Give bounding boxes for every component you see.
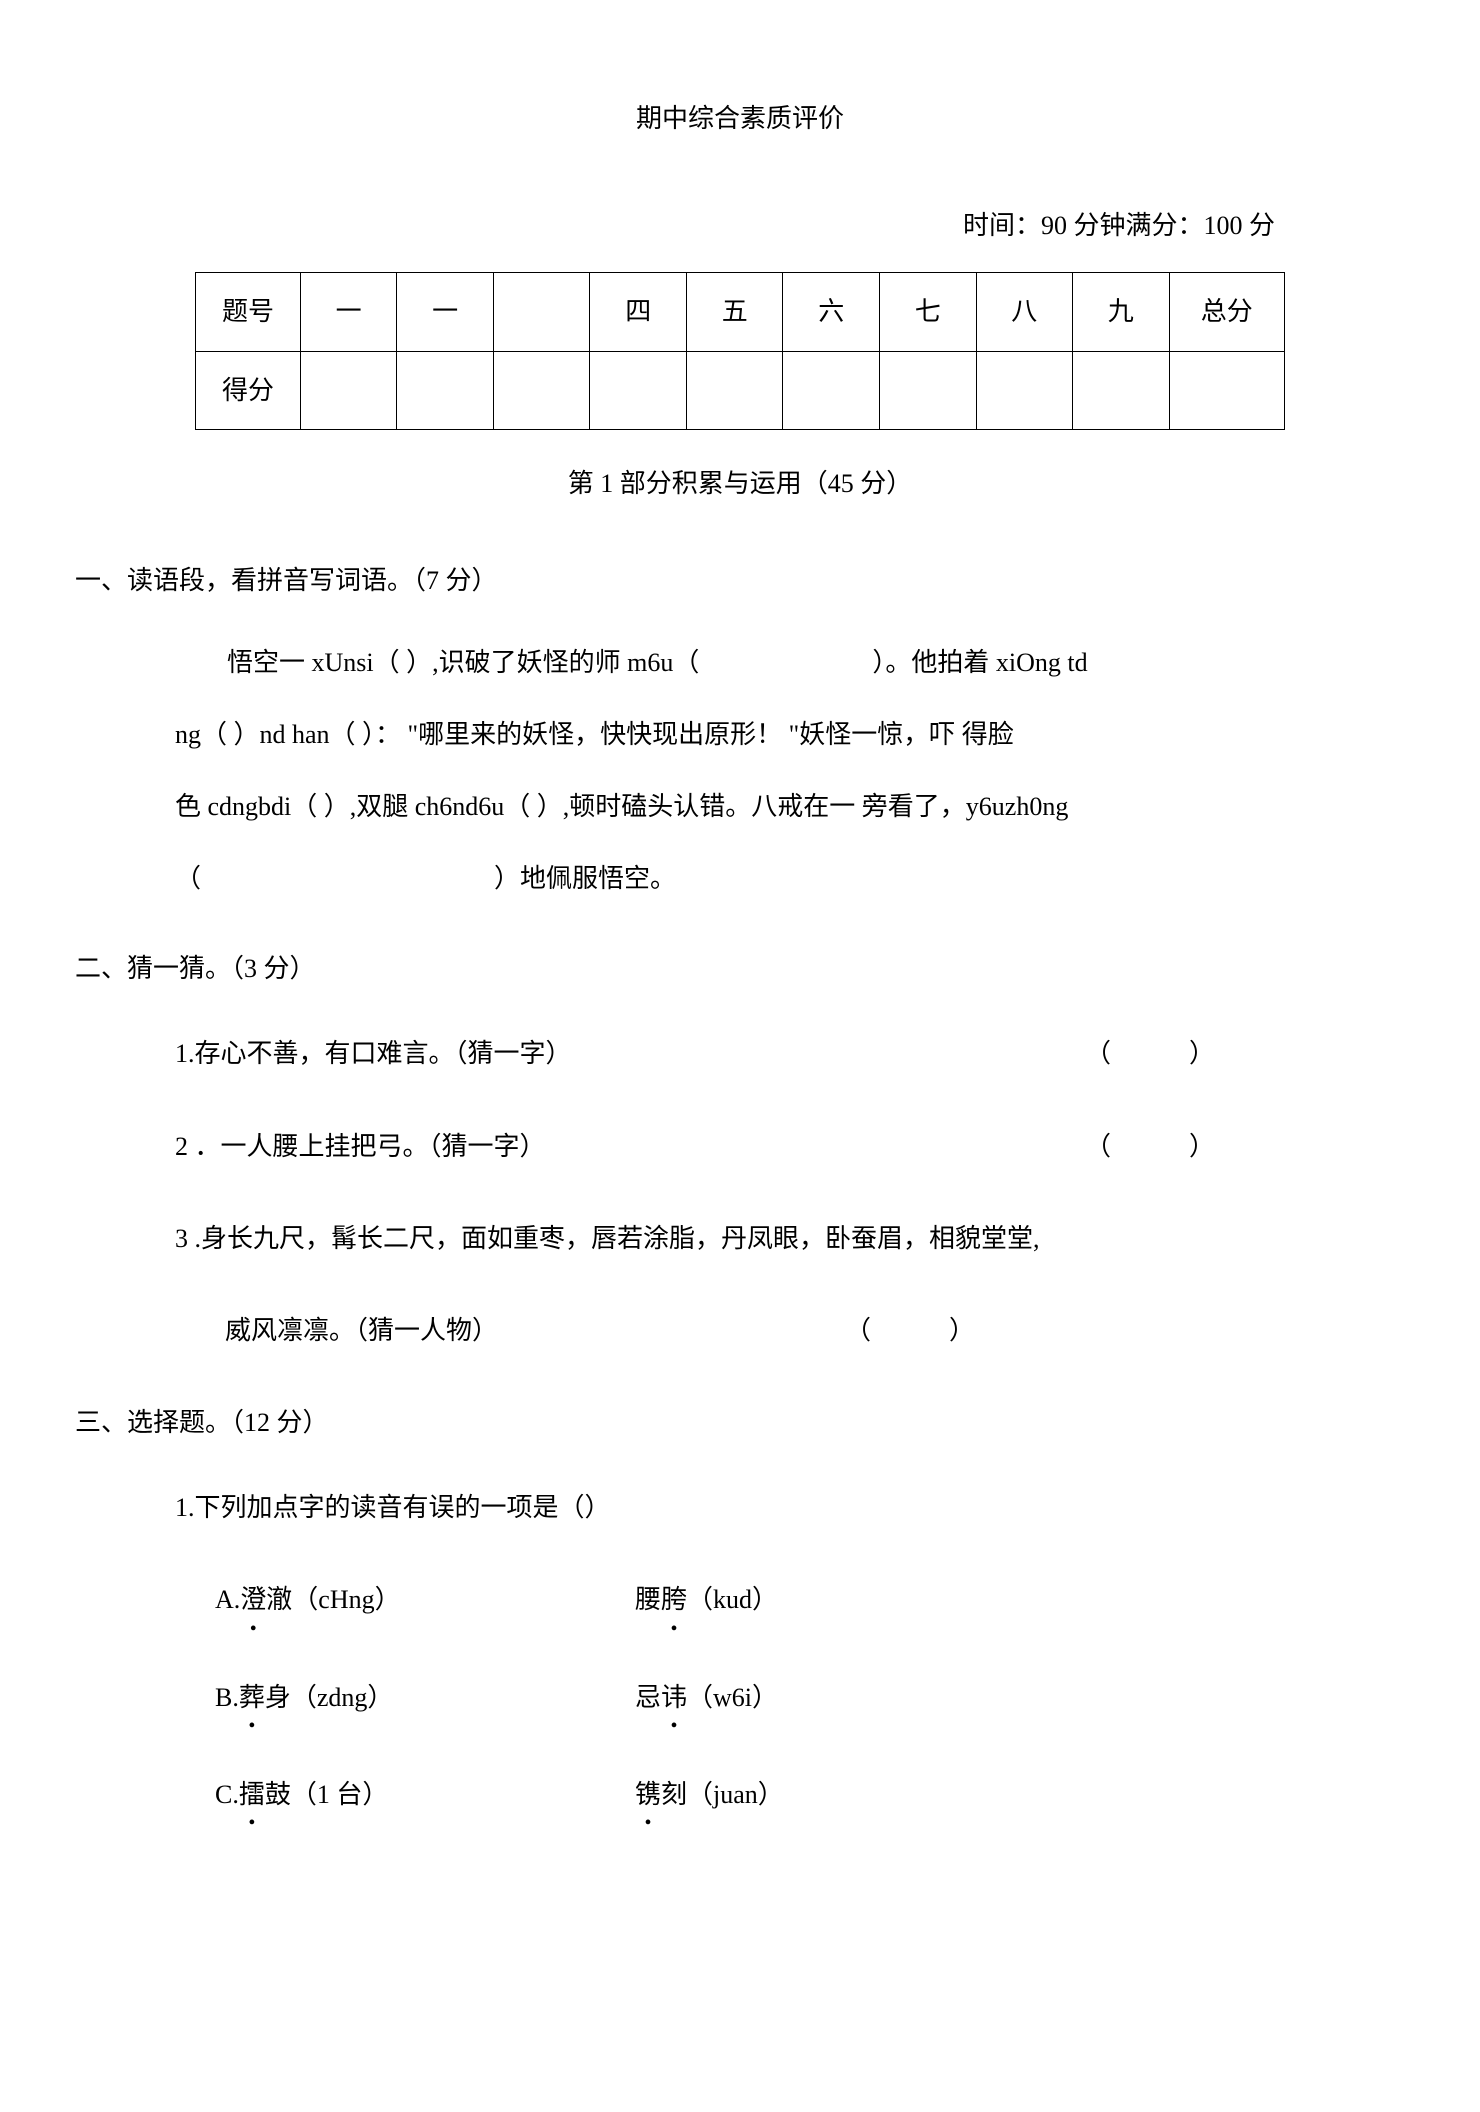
option-c: C.擂鼓（1 台） 镌刻（juan） [75,1766,1405,1823]
section-1-header: 一、读语段，看拼音写词语。（7 分） [75,552,1405,609]
option-label: A. [215,1585,240,1614]
score-cell[interactable] [686,351,783,429]
question-text: 1.存心不善，有口难言。（猜一字） [175,1025,572,1082]
option-text: 忌 [635,1683,661,1712]
row-label: 得分 [196,351,301,429]
option-a: A.澄澈（cHng） 腰胯（kud） [75,1571,1405,1628]
col-header [493,273,590,351]
score-cell[interactable] [300,351,397,429]
option-text: 腰 [635,1585,661,1614]
passage-text: （ [175,864,201,893]
option-text: 刻（juan） [661,1780,784,1809]
question-3-1: 1.下列加点字的读音有误的一项是（） [75,1479,1405,1536]
answer-paren[interactable]: （ ） [845,1302,975,1359]
score-cell[interactable] [1169,351,1284,429]
option-text: 身（zdng） [265,1683,394,1712]
score-cell[interactable] [397,351,494,429]
score-cell[interactable] [493,351,590,429]
question-2-1: 1.存心不善，有口难言。（猜一字） （ ） [75,1025,1405,1082]
dotted-char: 擂 [239,1766,265,1823]
question-text: 2 ．一人腰上挂把弓。（猜一字） [175,1118,546,1175]
question-text: 威风凛凛。（猜一人物） [225,1302,498,1359]
question-text: 3 .身长九尺，髯长二尺，面如重枣，唇若涂脂，丹凤眼，卧蚕眉，相貌堂堂, [175,1224,1040,1253]
document-title: 期中综合素质评价 [75,90,1405,147]
col-header: 八 [976,273,1073,351]
passage-block: 悟空一 xUnsi（ ）,识破了妖怪的师 m6u（ ）。他拍着 xiOng td… [75,637,1405,905]
col-header: 五 [686,273,783,351]
dotted-char: 澄 [240,1571,266,1628]
time-score-info: 时间：90 分钟满分：100 分 [75,197,1275,254]
passage-text: 悟空一 xUnsi（ ）,识破了妖怪的师 m6u（ [227,648,699,677]
dotted-char: 镌 [635,1766,661,1823]
passage-text: 色 cdngbdi（ ）,双腿 ch6nd6u（ ）,顿时磕头认错。八戒在一 旁… [175,781,1375,833]
score-cell[interactable] [783,351,880,429]
dotted-char: 葬 [239,1669,265,1726]
col-header: 一 [300,273,397,351]
col-header: 九 [1073,273,1170,351]
col-header: 四 [590,273,687,351]
option-text: （w6i） [687,1683,778,1712]
col-header: 六 [783,273,880,351]
col-header: 总分 [1169,273,1284,351]
option-b: B.葬身（zdng） 忌讳（w6i） [75,1669,1405,1726]
section-3-header: 三、选择题。（12 分） [75,1394,1405,1451]
score-cell[interactable] [880,351,977,429]
question-2-3: 3 .身长九尺，髯长二尺，面如重枣，唇若涂脂，丹凤眼，卧蚕眉，相貌堂堂, [75,1210,1405,1267]
dotted-char: 胯 [661,1571,687,1628]
option-text: 澈（cHng） [266,1585,400,1614]
answer-paren[interactable]: （ ） [1085,1118,1215,1175]
table-header-row: 题号 一 一 四 五 六 七 八 九 总分 [196,273,1285,351]
question-2-3b: 威风凛凛。（猜一人物） （ ） [75,1302,1405,1359]
score-table: 题号 一 一 四 五 六 七 八 九 总分 得分 [195,272,1285,429]
passage-text: ）地佩服悟空。 [494,864,676,893]
dotted-char: 讳 [661,1669,687,1726]
row-label: 题号 [196,273,301,351]
section-2-header: 二、猜一猜。（3 分） [75,940,1405,997]
passage-text: ）。他拍着 xiOng td [872,648,1087,677]
score-cell[interactable] [590,351,687,429]
col-header: 七 [880,273,977,351]
option-text: 鼓（1 台） [265,1780,389,1809]
part-title: 第 1 部分积累与运用（45 分） [75,455,1405,512]
col-header: 一 [397,273,494,351]
score-cell[interactable] [976,351,1073,429]
question-2-2: 2 ．一人腰上挂把弓。（猜一字） （ ） [75,1118,1405,1175]
table-score-row: 得分 [196,351,1285,429]
option-text: （kud） [687,1585,778,1614]
option-label: B. [215,1683,239,1712]
answer-paren[interactable]: （ ） [1085,1025,1215,1082]
passage-text: ng（ ）nd han（ ）： "哪里来的妖怪，快快现出原形！ "妖怪一惊，吓 … [175,709,1375,761]
score-cell[interactable] [1073,351,1170,429]
option-label: C. [215,1780,239,1809]
